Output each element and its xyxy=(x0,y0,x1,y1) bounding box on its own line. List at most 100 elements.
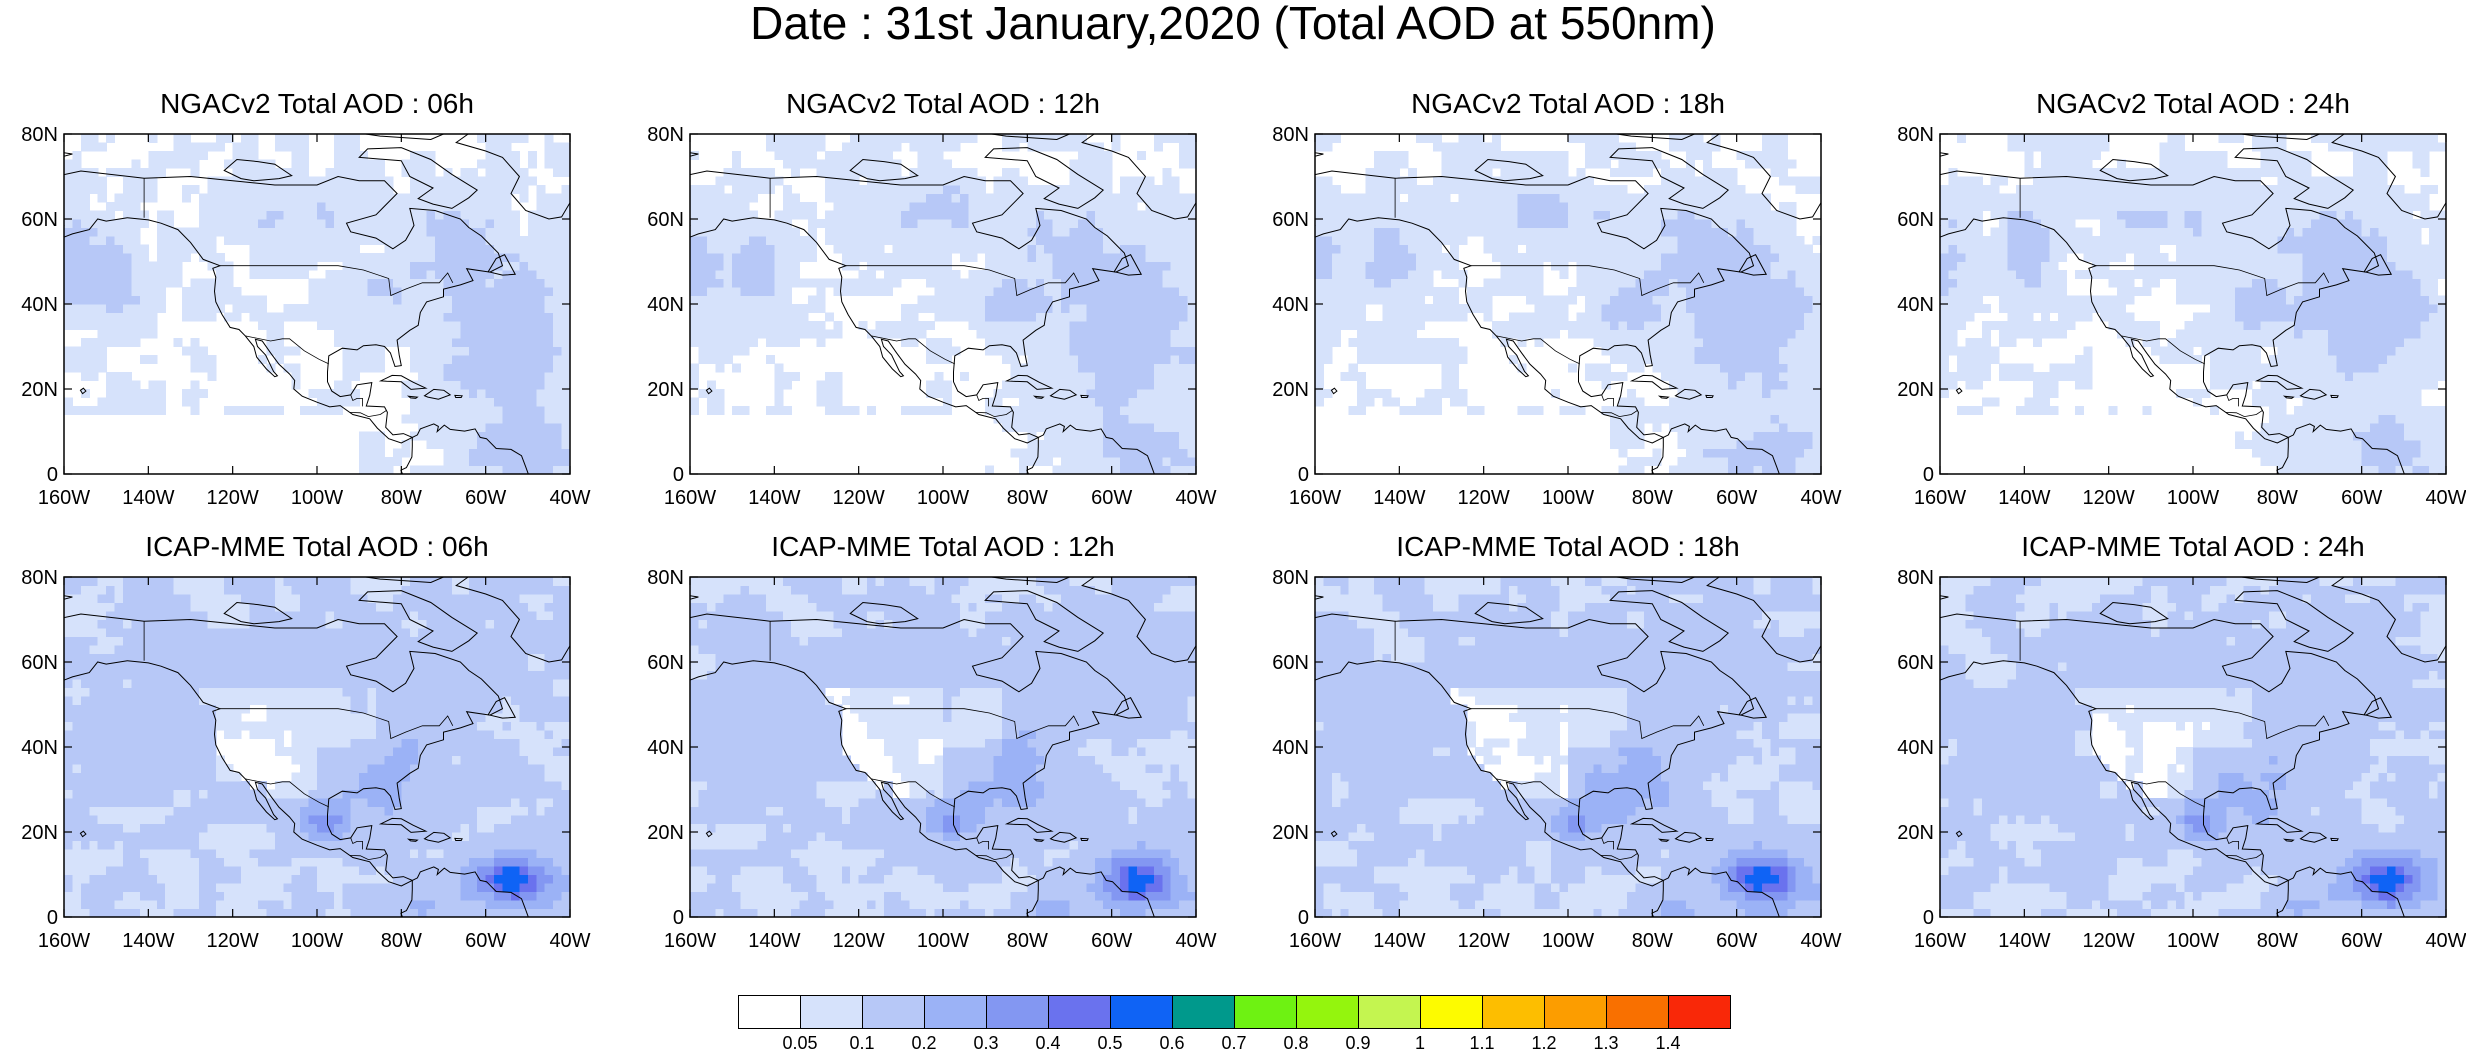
colorbar-swatch xyxy=(1358,995,1421,1029)
colorbar-swatch xyxy=(1234,995,1297,1029)
x-tick-label: 40W xyxy=(1800,487,1841,509)
x-tick-label: 80W xyxy=(2257,930,2298,952)
colorbar-swatch xyxy=(1606,995,1669,1029)
colorbar-swatch xyxy=(1668,995,1731,1029)
y-tick-label: 20N xyxy=(1272,379,1309,401)
colorbar-swatch xyxy=(1296,995,1359,1029)
y-tick-label: 20N xyxy=(1272,822,1309,844)
x-tick-label: 60W xyxy=(465,930,506,952)
y-tick-label: 40N xyxy=(1897,294,1934,316)
y-tick-label: 40N xyxy=(1897,737,1934,759)
x-tick-label: 160W xyxy=(1914,930,1966,952)
map-panel-ngac-18h: NGACv2 Total AOD : 18h 160W 140W 120W 100W 80… xyxy=(1272,88,1841,524)
y-tick-label: 60N xyxy=(21,209,58,231)
x-tick-label: 120W xyxy=(2083,487,2135,509)
x-tick-label: 100W xyxy=(917,930,969,952)
map-panel-icap-12h: ICAP-MME Total AOD : 12h 160W 140W 120W 100W… xyxy=(647,531,1216,967)
panel-title: ICAP-MME Total AOD : 24h xyxy=(2021,531,2365,562)
coastlines xyxy=(64,577,570,917)
y-tick-label: 40N xyxy=(647,737,684,759)
panel-title: NGACv2 Total AOD : 18h xyxy=(1411,88,1725,119)
colorbar-label: 0.8 xyxy=(1283,1033,1309,1053)
x-tick-label: 80W xyxy=(381,930,422,952)
aod-field xyxy=(690,134,1196,474)
x-tick-label: 120W xyxy=(1458,930,1510,952)
x-tick-label: 80W xyxy=(1632,487,1673,509)
y-tick-label: 40N xyxy=(1272,737,1309,759)
colorbar-swatch xyxy=(800,995,863,1029)
x-tick-label: 100W xyxy=(291,930,343,952)
colorbar-swatch xyxy=(1172,995,1235,1029)
y-tick-label: 60N xyxy=(647,209,684,231)
map-panel-ngac-12h: NGACv2 Total AOD : 12h 160W 140W 120W 100W 80… xyxy=(647,88,1216,524)
colorbar-swatch xyxy=(1544,995,1607,1029)
colorbar-label: 1.1 xyxy=(1469,1033,1495,1053)
x-tick-label: 100W xyxy=(2167,487,2219,509)
x-tick-label: 120W xyxy=(833,487,885,509)
coastlines xyxy=(690,134,1196,474)
panel-title: NGACv2 Total AOD : 24h xyxy=(2036,88,2350,119)
x-tick-label: 60W xyxy=(1091,930,1132,952)
y-tick-label: 80N xyxy=(21,567,58,589)
y-tick-label: 0 xyxy=(673,907,684,929)
aod-field xyxy=(1315,577,1821,917)
x-tick-label: 40W xyxy=(549,930,590,952)
colorbar-swatch xyxy=(1420,995,1483,1029)
y-tick-label: 80N xyxy=(1272,567,1309,589)
y-tick-label: 60N xyxy=(21,652,58,674)
x-tick-label: 120W xyxy=(833,930,885,952)
map-plot: 160W 140W 120W 100W 80W 60W 40W 0 20N 40N 60N 80N xyxy=(21,567,590,952)
map-panel-icap-18h: ICAP-MME Total AOD : 18h 160W 140W 120W 100W… xyxy=(1272,531,1841,967)
panel-title: ICAP-MME Total AOD : 18h xyxy=(1396,531,1740,562)
x-tick-label: 160W xyxy=(38,930,90,952)
x-tick-label: 120W xyxy=(1458,487,1510,509)
map-plot: 160W 140W 120W 100W 80W 60W 40W 0 20N 40N 60N 80N xyxy=(1272,567,1841,952)
y-tick-label: 60N xyxy=(1272,209,1309,231)
x-tick-label: 140W xyxy=(122,487,174,509)
x-tick-label: 60W xyxy=(2341,487,2382,509)
aod-colorbar: 0.05 0.1 0.2 0.3 0.4 0.5 0.6 0.7 0.8 0.9 1 1.1 1.2 1.… xyxy=(738,995,1731,1056)
x-tick-label: 140W xyxy=(748,930,800,952)
x-tick-label: 80W xyxy=(2257,487,2298,509)
panel-title: ICAP-MME Total AOD : 06h xyxy=(145,531,489,562)
aod-field xyxy=(1940,134,2446,474)
x-tick-label: 40W xyxy=(1800,930,1841,952)
x-tick-label: 160W xyxy=(38,487,90,509)
x-tick-label: 100W xyxy=(2167,930,2219,952)
x-tick-label: 40W xyxy=(549,487,590,509)
x-tick-label: 160W xyxy=(664,930,716,952)
map-panel-ngac-24h: NGACv2 Total AOD : 24h 160W 140W 120W 100W 80… xyxy=(1897,88,2466,524)
x-tick-label: 120W xyxy=(207,487,259,509)
colorbar-label: 1 xyxy=(1414,1033,1425,1053)
y-tick-label: 40N xyxy=(1272,294,1309,316)
colorbar-swatch xyxy=(738,995,801,1029)
colorbar-swatch xyxy=(862,995,925,1029)
y-tick-label: 80N xyxy=(1897,567,1934,589)
x-tick-label: 160W xyxy=(1289,487,1341,509)
x-tick-label: 140W xyxy=(122,930,174,952)
colorbar-label: 0.3 xyxy=(973,1033,999,1053)
map-plot: 160W 140W 120W 100W 80W 60W 40W 0 20N 40N 60N 80N xyxy=(21,124,590,509)
x-tick-label: 160W xyxy=(1914,487,1966,509)
y-tick-label: 60N xyxy=(1272,652,1309,674)
map-plot: 160W 140W 120W 100W 80W 60W 40W 0 20N 40N 60N 80N xyxy=(647,567,1216,952)
coastlines xyxy=(1940,577,2446,917)
x-tick-label: 100W xyxy=(291,487,343,509)
x-tick-label: 60W xyxy=(1091,487,1132,509)
x-tick-label: 140W xyxy=(1373,487,1425,509)
map-plot: 160W 140W 120W 100W 80W 60W 40W 0 20N 40N 60N 80N xyxy=(647,124,1216,509)
colorbar-label: 0.4 xyxy=(1035,1033,1061,1053)
y-tick-label: 20N xyxy=(21,379,58,401)
map-panel-icap-24h: ICAP-MME Total AOD : 24h 160W 140W 120W 100W… xyxy=(1897,531,2466,967)
y-tick-label: 40N xyxy=(647,294,684,316)
y-tick-label: 0 xyxy=(1298,464,1309,486)
y-tick-label: 20N xyxy=(647,379,684,401)
x-tick-label: 40W xyxy=(1175,930,1216,952)
colorbar-swatch xyxy=(1048,995,1111,1029)
colorbar-label: 0.6 xyxy=(1159,1033,1185,1053)
y-tick-label: 20N xyxy=(21,822,58,844)
y-tick-label: 20N xyxy=(1897,379,1934,401)
map-panel-icap-06h: ICAP-MME Total AOD : 06h 160W 140W 120W 100W… xyxy=(21,531,590,967)
x-tick-label: 100W xyxy=(1542,487,1594,509)
colorbar-label: 0.05 xyxy=(782,1033,818,1053)
